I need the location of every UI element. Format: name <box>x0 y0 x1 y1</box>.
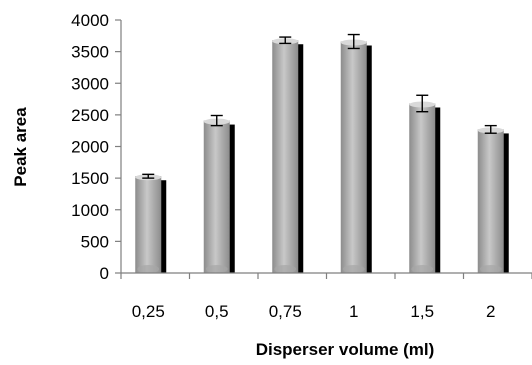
bar-shadow <box>297 44 304 273</box>
y-tick-label: 0 <box>100 264 109 283</box>
bar-shadow <box>228 124 235 273</box>
bar-body <box>409 103 436 274</box>
x-ticks-layer: 0,25 0,5 0,75 1 1,5 2 <box>120 273 532 321</box>
error-bar <box>279 36 292 45</box>
bar-body <box>203 120 230 273</box>
bar-base <box>342 265 365 273</box>
bar-shadow <box>365 45 372 273</box>
bar-body <box>135 176 162 273</box>
error-bars-layer <box>142 33 497 179</box>
x-tick-label: 2 <box>486 302 495 321</box>
x-tick-label: 1 <box>349 302 358 321</box>
bar-base <box>137 265 160 273</box>
y-tick-label: 2500 <box>71 106 109 125</box>
y-tick-label: 4000 <box>71 11 109 30</box>
bar <box>340 39 372 273</box>
error-bar <box>210 114 223 127</box>
x-tick-label: 1,5 <box>410 302 434 321</box>
x-tick-label: 0,75 <box>269 302 302 321</box>
y-tick-label: 3500 <box>71 43 109 62</box>
y-tick-label: 500 <box>81 232 109 251</box>
bar <box>477 127 509 273</box>
bar <box>409 101 441 274</box>
bar <box>135 174 167 273</box>
bars-layer <box>135 38 509 274</box>
y-tick-label: 2000 <box>71 138 109 157</box>
bar-base <box>205 265 228 273</box>
bar-shadow <box>434 107 441 274</box>
y-ticks-layer: 0 500 1000 1500 2000 2500 3000 3500 4000 <box>71 11 121 283</box>
error-bar <box>347 33 360 50</box>
y-tick-label: 1500 <box>71 169 109 188</box>
bar-shadow <box>160 180 167 273</box>
bar-shadow <box>502 133 509 273</box>
bar <box>203 118 235 273</box>
bar-base <box>411 265 434 273</box>
error-bar <box>416 94 429 113</box>
error-bar <box>484 124 497 134</box>
bar-body <box>272 40 299 273</box>
bar-base <box>479 265 502 273</box>
y-tick-label: 3000 <box>71 74 109 93</box>
error-bar <box>142 173 155 179</box>
bar-body <box>340 41 367 273</box>
y-tick-label: 1000 <box>71 201 109 220</box>
y-axis-title: Peak area <box>11 107 30 187</box>
x-axis-title: Disperser volume (ml) <box>256 340 435 359</box>
bar <box>272 38 304 273</box>
x-tick-label: 0,25 <box>132 302 165 321</box>
x-tick-label: 0,5 <box>205 302 229 321</box>
bar-body <box>477 129 504 273</box>
bar-base <box>274 265 297 273</box>
